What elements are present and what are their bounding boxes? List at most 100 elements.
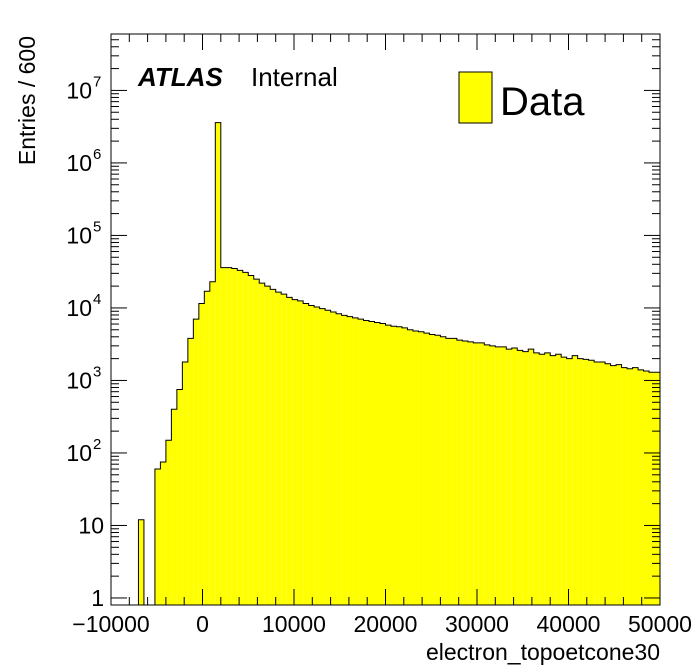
histogram-bar xyxy=(451,338,457,605)
histogram-bar xyxy=(204,291,210,605)
histogram-bar xyxy=(242,272,249,605)
histogram-bar xyxy=(467,341,474,605)
histogram-bar xyxy=(165,440,172,605)
histogram-bar xyxy=(286,297,293,605)
histogram-bar xyxy=(610,365,617,605)
x-tick-labels: −10000 0 10000 20000 30000 40000 50000 xyxy=(72,611,692,637)
y-tick-label: 10 xyxy=(66,77,92,103)
x-tick-label: 10000 xyxy=(262,611,326,637)
y-tick-exponent: 2 xyxy=(93,436,101,453)
histogram-bar xyxy=(594,361,600,605)
histogram-bar xyxy=(649,372,655,605)
histogram-bar xyxy=(654,372,660,605)
y-tick-label: 10 xyxy=(66,295,92,321)
atlas-label: ATLAS xyxy=(137,62,223,92)
histogram-bar xyxy=(297,300,304,605)
histogram-bar xyxy=(462,341,468,605)
histogram-bar xyxy=(187,338,194,605)
x-tick-label: 50000 xyxy=(628,611,692,637)
histogram-bar xyxy=(281,294,287,605)
histogram-bar xyxy=(253,279,260,605)
histogram-bar xyxy=(319,308,326,605)
histogram-bar xyxy=(264,286,271,605)
y-tick-exponent: 4 xyxy=(93,291,101,308)
histogram-bar xyxy=(182,361,188,605)
histogram-bar xyxy=(484,344,490,605)
histogram-bar xyxy=(478,342,485,605)
y-tick-label: 10 xyxy=(66,150,92,176)
histogram-bar xyxy=(369,321,375,605)
histogram-bar xyxy=(429,334,435,605)
histogram-bar xyxy=(237,270,243,605)
histogram-bar xyxy=(572,355,578,605)
histogram-bar xyxy=(160,462,166,605)
x-axis-title: electron_topoetcone30 xyxy=(426,639,660,665)
histogram-bar xyxy=(418,331,424,605)
histogram-bar xyxy=(522,351,529,605)
x-tick-label: 30000 xyxy=(445,611,509,637)
histogram-bar xyxy=(401,327,408,605)
y-tick-exponent: 7 xyxy=(93,73,101,90)
x-tick-label: −10000 xyxy=(72,611,149,637)
histogram-bar xyxy=(176,389,183,605)
y-tick-exponent: 5 xyxy=(93,218,101,235)
histogram-bar xyxy=(632,367,639,605)
histogram-bar xyxy=(314,307,320,605)
histogram-bar xyxy=(275,292,282,605)
plot-area xyxy=(110,33,661,606)
y-tick-label: 1 xyxy=(91,585,104,611)
histogram-bar xyxy=(308,305,315,605)
histogram-bar xyxy=(396,326,402,605)
y-tick-label: 10 xyxy=(66,222,92,248)
histogram-bar xyxy=(517,350,523,605)
histogram-bar xyxy=(270,289,276,605)
histogram-bar xyxy=(627,368,633,605)
histogram-bar xyxy=(358,319,364,605)
plot-frame-top xyxy=(110,33,661,606)
internal-label: Internal xyxy=(251,62,338,92)
histogram-bar xyxy=(605,363,611,605)
y-tick-label: 10 xyxy=(66,367,92,393)
histogram-bar xyxy=(643,371,650,605)
histogram-bar xyxy=(423,333,430,605)
histogram-bar xyxy=(336,313,342,605)
histogram-outline xyxy=(137,122,660,606)
histogram-bar xyxy=(330,311,337,605)
histogram-bars xyxy=(138,122,660,605)
histogram-bar xyxy=(198,303,205,605)
histogram-bar xyxy=(588,360,595,605)
histogram-bar xyxy=(171,409,177,605)
histogram-bar xyxy=(577,358,584,605)
histogram-bar xyxy=(193,319,199,605)
histogram-bar xyxy=(566,358,573,605)
histogram-bar xyxy=(539,354,545,605)
y-tick-exponent: 3 xyxy=(93,363,101,380)
histogram-bar xyxy=(434,335,441,605)
histogram-bar xyxy=(325,310,331,605)
histogram-bar xyxy=(544,352,551,605)
y-tick-label: 10 xyxy=(78,512,104,538)
histogram-bar xyxy=(154,469,161,605)
histogram-bar xyxy=(341,315,348,605)
histogram-bar xyxy=(374,322,381,605)
histogram-bar xyxy=(528,349,534,605)
x-tick-label: 40000 xyxy=(537,611,601,637)
histogram-bar xyxy=(412,331,419,605)
histogram-bar xyxy=(533,352,540,605)
histogram-bar xyxy=(621,367,628,605)
histogram-bar xyxy=(259,283,265,605)
histogram-bar xyxy=(303,303,309,605)
y-tick-exponent: 6 xyxy=(93,146,101,163)
legend-entry-data: Data xyxy=(500,80,585,124)
histogram-bar xyxy=(215,122,221,605)
histogram-bar xyxy=(489,345,496,605)
histogram-bar xyxy=(352,317,359,605)
histogram-bar xyxy=(390,326,397,605)
histogram-bar xyxy=(231,268,238,605)
histogram-bar xyxy=(583,359,589,605)
histogram-bar xyxy=(209,281,216,605)
histogram-bar xyxy=(407,329,413,605)
histogram-bar xyxy=(138,519,144,605)
